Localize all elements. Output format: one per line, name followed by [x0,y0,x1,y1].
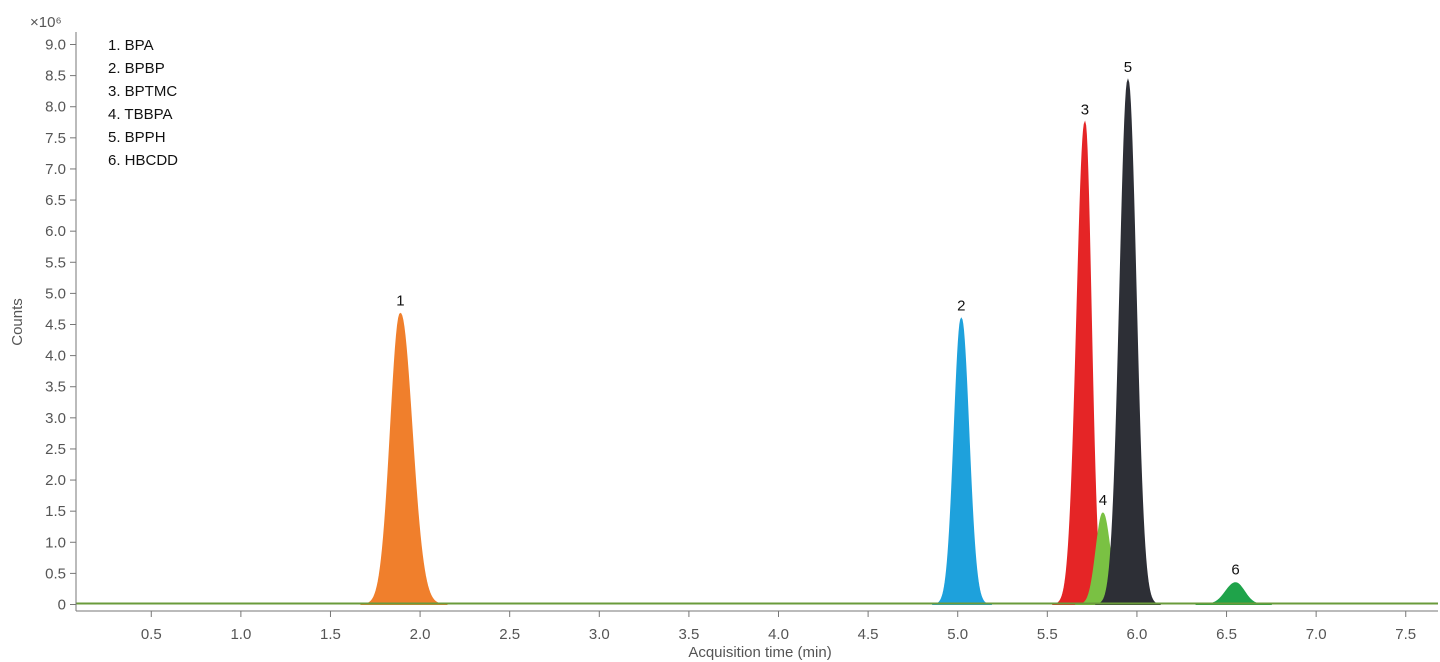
x-tick-label: 7.5 [1395,626,1416,643]
y-tick-label: 1.5 [45,503,66,520]
peak-label-1: 1 [396,292,404,309]
y-tick-label: 7.0 [45,161,66,178]
peak-5 [1095,78,1161,605]
y-tick-label: 4.0 [45,348,66,365]
legend-entry: 1. BPA [108,37,154,54]
x-tick-label: 4.0 [768,626,789,643]
x-tick-label: 0.5 [141,626,162,643]
legend-entry: 2. BPBP [108,60,165,77]
y-tick-label: 6.0 [45,223,66,240]
x-tick-label: 6.5 [1216,626,1237,643]
x-tick-label: 2.5 [499,626,520,643]
legend: 1. BPA 2. BPBP 3. BPTMC 4. TBBPA 5. BPPH… [108,37,178,169]
y-tick-label: 8.0 [45,99,66,116]
y-tick-label: 5.5 [45,254,66,271]
y-tick-label: 8.5 [45,68,66,85]
y-tick-label: 7.5 [45,130,66,147]
x-tick-label: 5.0 [947,626,968,643]
y-tick-label: 4.5 [45,317,66,334]
y-scale-label: ×10⁶ [30,14,62,31]
legend-entry: 3. BPTMC [108,83,177,100]
peak-label-2: 2 [957,297,965,314]
peak-6 [1195,582,1272,605]
x-axis-title: Acquisition time (min) [688,644,831,661]
y-tick-label: 6.5 [45,192,66,209]
y-tick-label: 0.5 [45,565,66,582]
y-axis-title: Counts [9,298,26,346]
x-tick-label: 3.5 [678,626,699,643]
peak-1 [360,312,448,605]
peak-2 [932,317,992,605]
x-tick-label: 2.0 [410,626,431,643]
peak-label-4: 4 [1099,492,1107,509]
x-tick-label: 3.0 [589,626,610,643]
x-tick-label: 4.5 [858,626,879,643]
y-tick-label: 1.0 [45,534,66,551]
peak-label-3: 3 [1081,101,1089,118]
y-tick-label: 2.0 [45,472,66,489]
legend-entry: 4. TBBPA [108,106,172,123]
y-tick-label: 3.5 [45,379,66,396]
x-tick-label: 6.0 [1126,626,1147,643]
peak-label-6: 6 [1231,562,1239,579]
y-tick-label: 9.0 [45,37,66,54]
peak-label-5: 5 [1124,59,1132,76]
legend-entry: 6. HBCDD [108,152,178,169]
legend-entry: 5. BPPH [108,129,166,146]
x-tick-label: 1.0 [230,626,251,643]
x-tick-label: 1.5 [320,626,341,643]
y-tick-label: 3.0 [45,410,66,427]
y-tick-label: 0 [58,597,66,614]
x-tick-label: 7.0 [1306,626,1327,643]
y-tick-label: 2.5 [45,441,66,458]
x-tick-label: 5.5 [1037,626,1058,643]
y-tick-label: 5.0 [45,285,66,302]
